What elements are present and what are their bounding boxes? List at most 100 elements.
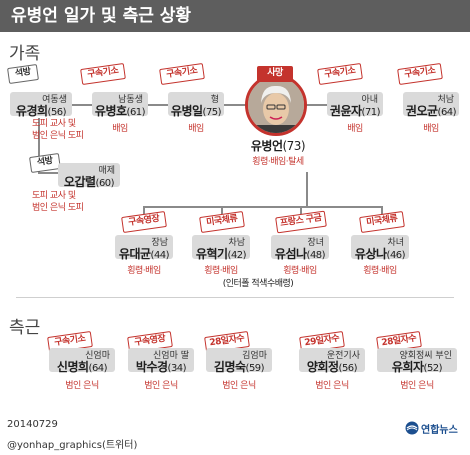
person-name: 양회정	[306, 360, 339, 374]
person-name: 권오균	[405, 104, 438, 118]
person-name-label: 박수경(34)	[128, 358, 194, 375]
relation-label: 처남	[437, 95, 454, 105]
person-name-label: 유혁기(42)	[192, 245, 250, 262]
relation-label: 형	[210, 95, 219, 105]
person-name-label: 김명숙(59)	[206, 358, 272, 375]
person-name-label: 유대균(44)	[115, 245, 173, 262]
section-title-family: 가족	[9, 44, 41, 64]
person-age: (44)	[150, 250, 170, 261]
person-status: 범인 은닉	[222, 381, 256, 391]
person-card-yoo-sangna: 차녀 유상나(46)	[351, 235, 409, 262]
person-name: 박수경	[135, 360, 168, 374]
person-name-label: 신명희(64)	[49, 358, 115, 375]
person-card-kwon-ohkyun: 처남 권오균(64)	[403, 92, 459, 119]
relation-label: 아내	[361, 95, 378, 105]
globe-logo-icon	[405, 421, 419, 435]
person-card-yang-hoijung: 운전기사 양회정(56)	[299, 348, 365, 375]
person-name: 유경희	[15, 104, 48, 118]
person-status: 배임	[347, 124, 363, 134]
child-drop-line-3	[300, 206, 302, 218]
deceased-badge: 사망	[257, 66, 293, 82]
person-name: 권윤자	[329, 104, 362, 118]
center-name-label: 유병언(73)	[242, 137, 314, 154]
person-name-label: 유상나(46)	[351, 245, 409, 262]
children-vertical-line	[306, 172, 308, 206]
person-name-label: 양회정(56)	[299, 358, 365, 375]
relation-label: 운전기사	[326, 351, 360, 361]
section-title-associates: 측근	[9, 318, 41, 338]
status-tag: 미국체류	[199, 211, 245, 233]
person-card-kwon-yunja: 아내 권윤자(71)	[327, 92, 383, 119]
person-age: (56)	[47, 107, 67, 118]
person-name: 유상나	[354, 247, 387, 261]
status-line: 범인 은닉 도피	[32, 131, 84, 141]
status-tag: 구속기소	[80, 63, 126, 85]
logo-text: 연합뉴스	[421, 425, 458, 436]
person-status: 도피 교사 및 범인 은닉 도피	[32, 118, 84, 142]
sibling-link-line	[72, 104, 92, 106]
person-name-label: 유병호(61)	[92, 102, 148, 119]
person-name-label: 유희자(52)	[377, 358, 457, 375]
person-name-label: 권윤자(71)	[327, 102, 383, 119]
person-name-label: 유섬나(48)	[271, 245, 329, 262]
person-name-label: 권오균(64)	[403, 102, 459, 119]
person-age: (59)	[245, 363, 265, 374]
person-name: 유대균	[118, 247, 151, 261]
person-card-yoo-byungho: 남동생 유병호(61)	[92, 92, 148, 119]
person-status: 범인 은닉	[144, 381, 178, 391]
person-name: 신명희	[56, 360, 89, 374]
portrait-illustration-icon	[248, 77, 304, 133]
footer-credit: @yonhap_graphics(트위터)	[7, 440, 138, 451]
relation-label: 양회정씨 부인	[399, 351, 452, 361]
child-drop-line-2	[221, 206, 223, 218]
person-age: (52)	[423, 363, 443, 374]
person-age: (48)	[306, 250, 326, 261]
person-card-kim-myungsook: 김엄마 김명숙(59)	[206, 348, 272, 375]
person-card-yoo-hyukki: 차남 유혁기(42)	[192, 235, 250, 262]
person-age: (64)	[88, 363, 108, 374]
page-title: 유병언 일가 및 측근 상황	[0, 0, 470, 32]
child-drop-line-1	[143, 206, 145, 218]
status-tag: 구속영장	[121, 211, 167, 233]
sister-spouse-vertical-line	[38, 118, 40, 174]
person-card-yoo-byungil: 형 유병일(75)	[168, 92, 224, 119]
person-status: 배임	[188, 124, 204, 134]
section-divider	[16, 297, 454, 298]
person-age: (34)	[167, 363, 187, 374]
person-name-label: 유병일(75)	[168, 102, 224, 119]
footer-date: 20140729	[7, 419, 58, 430]
relation-label: 차녀	[387, 238, 404, 248]
person-name-label: 유경희(56)	[10, 102, 72, 119]
relation-label: 여동생	[42, 95, 67, 105]
person-age: (42)	[227, 250, 247, 261]
person-name: 유병일	[170, 104, 203, 118]
yonhap-logo: 연합뉴스	[405, 420, 467, 436]
person-card-oh-kapryul: 매제 오갑렬(60)	[58, 163, 120, 189]
person-name: 유병호	[94, 104, 127, 118]
center-portrait	[245, 74, 307, 136]
person-age: (64)	[437, 107, 457, 118]
person-status: 도피 교사 및 범인 은닉 도피	[32, 190, 84, 214]
person-card-yoo-daekyun: 장남 유대균(44)	[115, 235, 173, 262]
person-name: 유희자	[391, 360, 424, 374]
person-card-park-sookyung: 신엄마 딸 박수경(34)	[128, 348, 194, 375]
person-card-shin-myunghee: 신엄마 신명희(64)	[49, 348, 115, 375]
person-status: 배임	[423, 124, 439, 134]
status-line: 도피 교사 및	[32, 191, 76, 201]
person-age: (60)	[95, 178, 115, 189]
center-status: 횡령·배임·탈세	[252, 157, 304, 167]
person-status: 횡령·배임	[363, 266, 397, 276]
status-tag: 구속기소	[317, 63, 363, 85]
status-tag: 구속기소	[159, 63, 205, 85]
person-status: 범인 은닉	[315, 381, 349, 391]
center-age: (73)	[282, 139, 306, 153]
person-status: 범인 은닉	[400, 381, 434, 391]
person-age: (71)	[361, 107, 381, 118]
person-age: (56)	[338, 363, 358, 374]
relation-label: 김엄마	[242, 351, 267, 361]
relation-label: 남동생	[118, 95, 143, 105]
center-name: 유병언	[250, 139, 283, 153]
status-tag: 미국체류	[359, 211, 405, 233]
person-name: 오갑렬	[63, 175, 96, 189]
children-horizontal-line	[143, 206, 383, 208]
